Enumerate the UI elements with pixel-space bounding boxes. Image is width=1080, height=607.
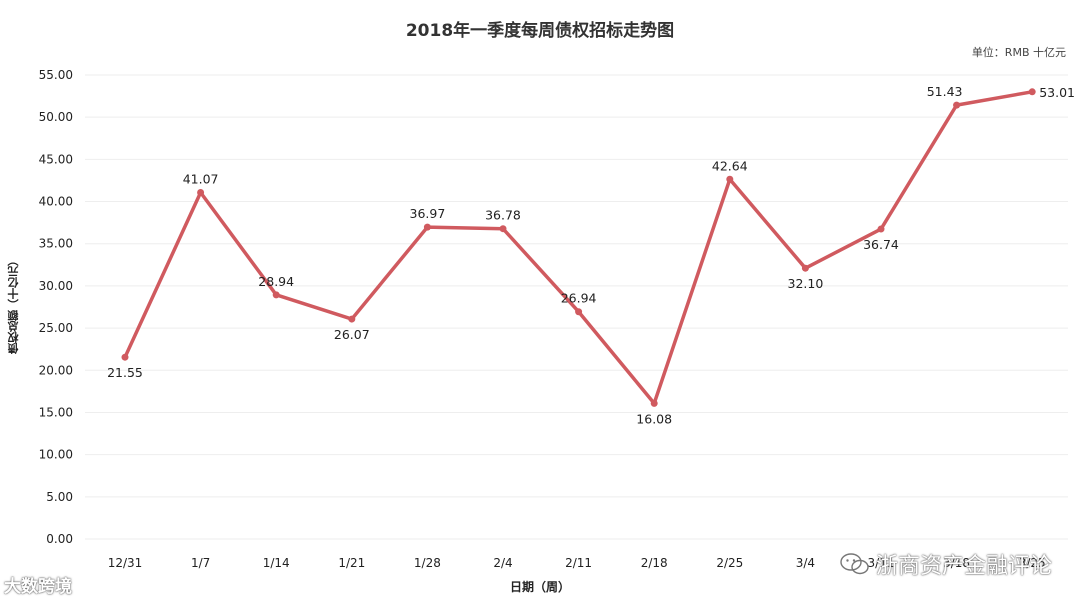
y-tick-label: 45.00: [39, 152, 73, 166]
y-tick-label: 20.00: [39, 363, 73, 377]
data-label: 26.07: [334, 327, 370, 342]
data-point: [272, 291, 280, 299]
y-tick-label: 50.00: [39, 110, 73, 124]
x-tick-label: 3/11: [868, 556, 895, 570]
data-label: 41.07: [183, 172, 219, 187]
data-point: [121, 353, 129, 361]
x-tick-label: 2/18: [641, 556, 668, 570]
data-series: [121, 88, 1036, 407]
y-tick-label: 10.00: [39, 448, 73, 462]
data-point: [499, 225, 507, 233]
x-tick-label: 1/14: [263, 556, 290, 570]
data-point: [1028, 88, 1036, 96]
data-point: [575, 308, 583, 316]
x-tick-label: 3/4: [796, 556, 815, 570]
data-point: [877, 225, 885, 233]
x-tick-label: 3/18: [943, 556, 970, 570]
chart-title: 2018年一季度每周债权招标走势图: [405, 21, 675, 41]
data-label: 42.64: [712, 158, 748, 173]
y-tick-label: 55.00: [39, 68, 73, 82]
y-tick-label: 5.00: [46, 490, 73, 504]
watermark-left: 大数跨境: [4, 572, 72, 597]
data-point: [801, 264, 809, 272]
data-point: [726, 175, 734, 183]
x-axis-label: 日期（周）: [509, 580, 570, 594]
wechat-icon: [840, 553, 869, 575]
data-labels: 21.55 41.07 28.94 26.07 36.97 36.78 26.94 16.08…: [107, 84, 1075, 426]
data-point: [650, 399, 658, 407]
data-label: 36.74: [863, 237, 899, 252]
x-tick-labels: 12/31 1/7 1/14 1/21 1/28 2/4 2/11 2/18 2/25 3/4 3/…: [108, 556, 1046, 570]
x-tick-label: 1/21: [338, 556, 365, 570]
y-tick-label: 35.00: [39, 237, 73, 251]
data-label: 16.08: [636, 411, 672, 426]
watermark-right-text: 浙商资产金融评论: [875, 554, 1052, 579]
y-tick-label: 30.00: [39, 279, 73, 293]
watermark-left-text: 大数跨境: [4, 577, 72, 597]
data-label: 36.97: [410, 206, 446, 221]
y-tick-label: 0.00: [46, 532, 73, 546]
data-point: [423, 223, 431, 231]
data-label: 53.01: [1039, 85, 1075, 100]
data-point: [197, 189, 205, 197]
data-label: 36.78: [485, 208, 521, 223]
unit-note: 单位：RMB 十亿元: [971, 46, 1066, 59]
x-tick-label: 1/7: [191, 556, 210, 570]
x-tick-label: 2/11: [565, 556, 592, 570]
y-tick-label: 25.00: [39, 321, 73, 335]
x-tick-label: 3/25: [1019, 556, 1046, 570]
x-tick-label: 2/25: [716, 556, 743, 570]
data-point: [348, 315, 356, 323]
y-tick-labels: 0.00 5.00 10.00 15.00 20.00 25.00 30.00 35.00 40…: [39, 68, 73, 546]
x-tick-label: 12/31: [108, 556, 143, 570]
x-tick-label: 1/28: [414, 556, 441, 570]
grid-lines: [85, 74, 1068, 540]
data-point: [953, 101, 961, 109]
data-label: 28.94: [258, 274, 294, 289]
data-label: 51.43: [927, 84, 963, 99]
data-label: 26.94: [561, 291, 597, 306]
y-tick-label: 15.00: [39, 405, 73, 419]
data-label: 21.55: [107, 365, 143, 380]
watermark-right: 浙商资产金融评论: [840, 548, 1052, 580]
data-label: 32.10: [788, 276, 824, 291]
x-tick-label: 2/4: [493, 556, 512, 570]
y-tick-label: 40.00: [39, 195, 73, 209]
